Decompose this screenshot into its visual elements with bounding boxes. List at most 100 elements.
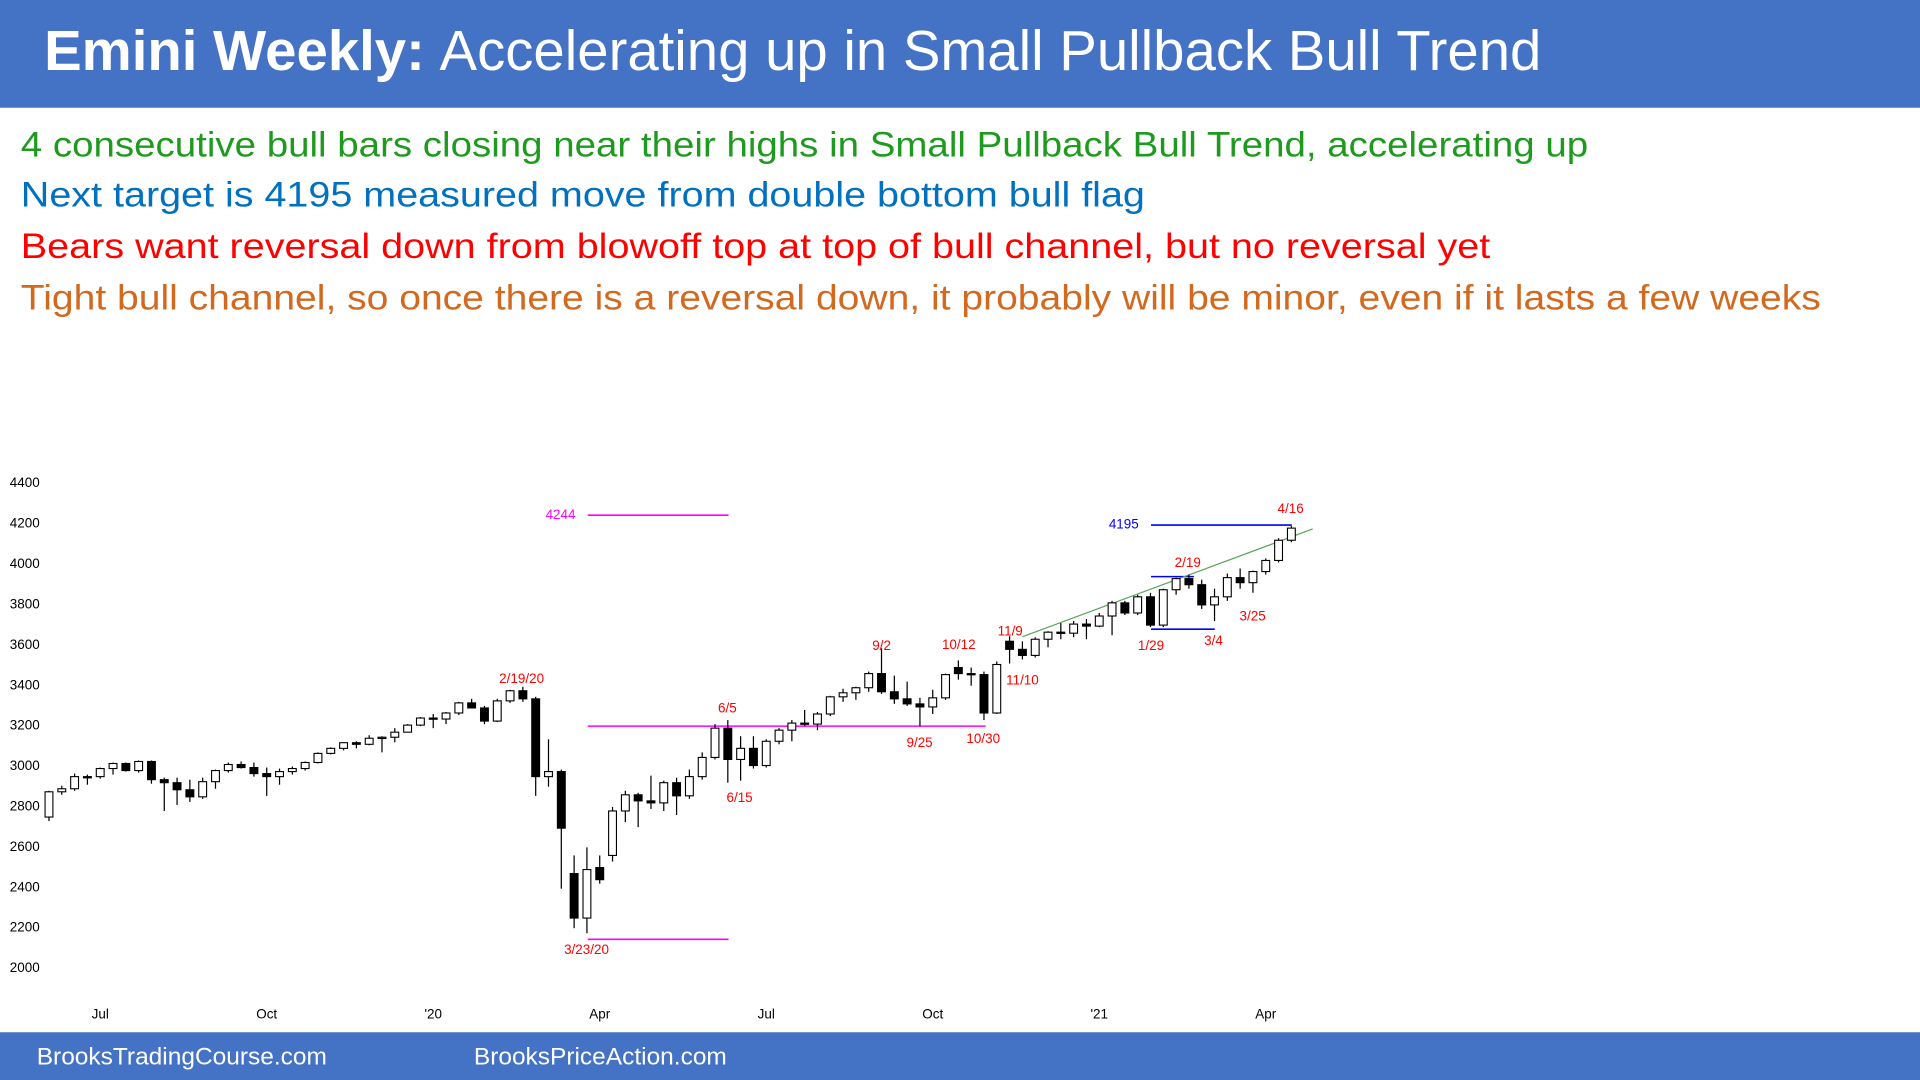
candle-body: [531, 698, 541, 778]
x-tick-label: Apr: [589, 1007, 610, 1022]
candle-body: [1043, 631, 1053, 640]
candle-body: [672, 782, 682, 797]
candle-body: [979, 674, 989, 714]
candle-body: [1261, 559, 1271, 573]
candle-body: [915, 703, 925, 708]
candle-body: [877, 673, 886, 693]
candle-body: [185, 789, 195, 798]
candle-body: [1184, 578, 1194, 586]
y-tick-label: 3200: [10, 718, 40, 733]
candle-body: [1146, 596, 1155, 626]
footer-bar: [0, 1032, 1920, 1080]
candle-body: [1081, 623, 1091, 627]
candle-body: [748, 747, 758, 767]
candle-body: [1210, 596, 1219, 606]
candle-body: [620, 794, 630, 812]
annotation: 10/12: [942, 637, 976, 652]
candle-body: [505, 690, 515, 702]
candle-body: [992, 663, 1002, 714]
candle-body: [249, 766, 259, 775]
candle-body: [556, 771, 566, 829]
footer-link: BrooksPriceAction.com: [474, 1043, 727, 1070]
x-tick-label: '21: [1090, 1007, 1108, 1022]
candle-body: [941, 674, 951, 699]
x-tick-label: Jul: [758, 1007, 775, 1022]
candle-body: [1248, 571, 1258, 584]
candle-body: [1005, 640, 1015, 650]
candle-body: [70, 776, 80, 790]
y-tick-label: 3800: [10, 596, 40, 611]
candle-body: [697, 756, 707, 778]
candle-body: [287, 768, 297, 773]
candle-body: [684, 776, 694, 797]
candle-body: [300, 761, 310, 770]
trend-line: [1022, 528, 1313, 638]
candle-body: [1197, 584, 1207, 606]
y-tick-label: 2400: [10, 879, 40, 894]
bullet-text: Next target is 4195 measured move from d…: [21, 175, 1145, 215]
candle-body: [774, 729, 784, 742]
candle-body: [966, 673, 976, 676]
y-tick-label: 4400: [10, 475, 40, 490]
candle-body: [787, 722, 797, 731]
header-bar: [0, 0, 1920, 108]
candle-body: [275, 771, 284, 778]
y-tick-label: 3000: [10, 758, 40, 773]
annotation: 11/10: [1006, 672, 1039, 687]
candle-body: [44, 791, 54, 818]
candle-body: [1133, 596, 1143, 614]
candle-body: [633, 794, 643, 802]
y-tick-label: 3600: [10, 637, 40, 652]
candle-body: [262, 773, 272, 778]
y-tick-label: 4000: [10, 556, 40, 571]
candle-body: [159, 779, 169, 784]
candle-body: [518, 690, 528, 700]
annotation: 9/25: [906, 735, 932, 750]
x-tick-label: Apr: [1255, 1007, 1276, 1022]
candle-body: [889, 691, 899, 700]
candle-body: [441, 712, 451, 720]
bullet-text: Bears want reversal down from blowoff to…: [21, 226, 1491, 266]
chart: 2000 2200 2400 2600 2800 3000 3200 3400 3600 3800…: [10, 475, 1313, 1022]
candle-body: [646, 800, 656, 804]
candle-body: [608, 810, 618, 856]
candle-body: [467, 702, 477, 709]
candle-body: [1017, 648, 1027, 656]
y-tick-label: 2600: [10, 839, 40, 854]
candle-body: [454, 702, 464, 714]
footer-link: BrooksTradingCourse.com: [37, 1043, 327, 1070]
title-rest: Accelerating up in Small Pullback Bull T…: [440, 19, 1542, 82]
reference-label: 4244: [546, 507, 576, 522]
annotation: 3/25: [1240, 609, 1266, 624]
candle-body: [403, 724, 413, 733]
candle-body: [82, 776, 92, 779]
y-tick-label: 3400: [10, 677, 40, 692]
annotation: 9/2: [872, 638, 891, 653]
annotation: 3/4: [1204, 633, 1223, 648]
candle-body: [1056, 631, 1066, 634]
candle-body: [351, 742, 361, 745]
bullet-text: 4 consecutive bull bars closing near the…: [21, 124, 1588, 164]
candle-body: [364, 737, 374, 745]
candle-body: [377, 736, 387, 740]
x-tick-label: Oct: [256, 1007, 277, 1022]
candle-body: [326, 747, 336, 754]
candle-body: [659, 782, 669, 804]
x-tick-label: Jul: [92, 1007, 109, 1022]
candle-body: [211, 770, 220, 783]
candle-body: [1274, 539, 1284, 562]
candle-body: [492, 700, 502, 722]
candle-body: [761, 740, 771, 767]
candle-body: [723, 727, 733, 761]
candle-body: [134, 760, 144, 772]
candle-body: [1030, 638, 1040, 656]
y-tick-label: 2000: [10, 960, 40, 975]
candle-body: [864, 673, 874, 689]
candle-body: [172, 782, 182, 791]
candle-body: [57, 788, 67, 793]
annotation: 6/15: [726, 790, 752, 805]
candle-body: [1171, 578, 1181, 591]
annotation: 10/30: [966, 731, 1000, 746]
